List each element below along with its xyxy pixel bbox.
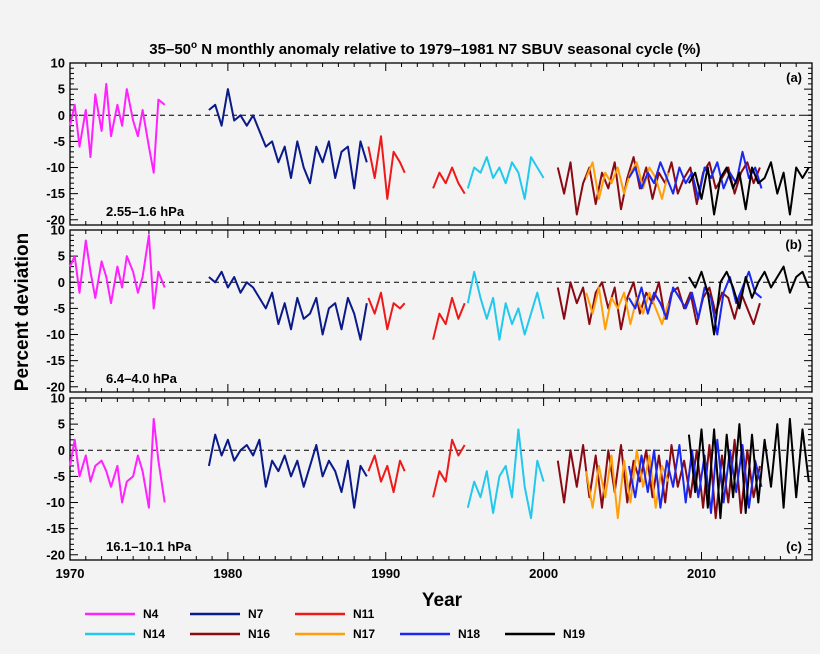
panel-3: 10 5 0 -5 -10 -15 -20 (c) 16.1–10.1 hPa <box>46 391 813 562</box>
panel-series <box>69 82 810 216</box>
panel-series <box>69 234 810 341</box>
panels: 10 5 0 -5 -10 -15 -20 (a) 2.55–1.6 hPa 10 5 0 -5 -10 -… <box>46 56 813 562</box>
legend-item-n4: N4 <box>85 607 159 621</box>
legend-label: N17 <box>353 627 375 641</box>
y-tick-label: -5 <box>53 469 65 484</box>
legend-label: N14 <box>143 627 165 641</box>
chart-title: 35–50o N monthly anomaly relative to 197… <box>149 40 700 58</box>
y-tick-label: -15 <box>46 186 65 201</box>
panel-pressure-label: 16.1–10.1 hPa <box>106 539 192 554</box>
x-tick-label: 2010 <box>687 566 716 581</box>
legend-item-n14: N14 <box>85 627 165 641</box>
series-line-n11 <box>367 135 406 200</box>
y-tick-label: 5 <box>58 417 65 432</box>
series-line-n4 <box>69 234 166 310</box>
series-line-n7 <box>208 270 368 341</box>
series-line-n14 <box>466 428 545 520</box>
panel-pressure-label: 2.55–1.6 hPa <box>106 204 185 219</box>
y-tick-label: 0 <box>58 108 65 123</box>
series-line-n17 <box>585 161 670 200</box>
x-axis-ticks: 1970 1980 1990 2000 2010 <box>56 566 716 581</box>
y-tick-label: -5 <box>53 134 65 149</box>
y-tick-label: -20 <box>46 547 65 562</box>
series-line-n11 <box>432 166 466 195</box>
legend-item-n17: N17 <box>295 627 375 641</box>
series-line-n17 <box>585 449 670 520</box>
series-line-n16 <box>556 156 761 216</box>
series-line-n4 <box>69 82 166 174</box>
panel-frame <box>69 397 813 561</box>
legend-item-n18: N18 <box>400 627 480 641</box>
series-line-n16 <box>556 281 761 331</box>
panel-tag: (a) <box>786 70 802 85</box>
panel-frame <box>69 62 813 226</box>
panel-2: 10 5 0 -5 -10 -15 -20 (b) 6.4–4.0 hPa <box>46 223 813 394</box>
x-tick-label: 1980 <box>213 566 242 581</box>
series-line-n14 <box>466 270 545 341</box>
y-tick-label: 10 <box>51 223 65 238</box>
series-line-n19 <box>688 161 810 216</box>
panel-1: 10 5 0 -5 -10 -15 -20 (a) 2.55–1.6 hPa <box>46 56 813 227</box>
y-tick-label: 5 <box>58 249 65 264</box>
x-axis-label: Year <box>422 590 463 611</box>
legend-label: N11 <box>353 607 375 621</box>
series-line-n11 <box>432 438 466 498</box>
series-line-n19 <box>687 417 810 520</box>
series-line-n7 <box>207 433 368 509</box>
y-tick-label: 0 <box>58 443 65 458</box>
panel-pressure-label: 6.4–4.0 hPa <box>106 371 178 386</box>
x-tick-label: 1970 <box>56 566 85 581</box>
series-line-n17 <box>585 286 670 331</box>
series-line-n11 <box>367 454 406 494</box>
series-line-n7 <box>208 88 368 190</box>
y-tick-label: -10 <box>46 495 65 510</box>
panel-frame <box>69 229 813 393</box>
y-tick-label: 5 <box>58 82 65 97</box>
legend-item-n16: N16 <box>190 627 270 641</box>
legend-item-n7: N7 <box>190 607 264 621</box>
y-tick-label: -20 <box>46 212 65 227</box>
series-line-n19 <box>688 265 810 336</box>
legend-item-n11: N11 <box>295 607 375 621</box>
series-line-n18 <box>628 270 763 336</box>
y-tick-label: -15 <box>46 353 65 368</box>
legend-label: N7 <box>248 607 264 621</box>
legend: N4 N7 N11 N14 N16 N17 N18 N19 <box>85 607 585 641</box>
series-line-n18 <box>628 150 763 200</box>
y-axis-label: Percent deviation <box>12 233 33 391</box>
legend-label: N4 <box>143 607 159 621</box>
legend-label: N18 <box>458 627 480 641</box>
panel-series <box>69 417 810 520</box>
x-tick-label: 1990 <box>371 566 400 581</box>
panel-tag: (c) <box>786 539 802 554</box>
y-tick-label: -10 <box>46 327 65 342</box>
series-line-n14 <box>466 156 545 200</box>
legend-item-n19: N19 <box>505 627 585 641</box>
series-line-n11 <box>367 291 406 331</box>
series-line-n4 <box>69 417 166 509</box>
series-line-n18 <box>627 438 763 514</box>
y-tick-label: -5 <box>53 301 65 316</box>
series-line-n11 <box>432 296 466 340</box>
legend-label: N16 <box>248 627 270 641</box>
y-tick-label: -20 <box>46 379 65 394</box>
x-tick-label: 2000 <box>529 566 558 581</box>
legend-label: N19 <box>563 627 585 641</box>
y-tick-label: 10 <box>51 391 65 406</box>
panel-tag: (b) <box>785 237 802 252</box>
y-tick-label: -10 <box>46 160 65 175</box>
y-tick-label: 0 <box>58 275 65 290</box>
y-tick-label: 10 <box>51 56 65 71</box>
y-tick-label: -15 <box>46 521 65 536</box>
